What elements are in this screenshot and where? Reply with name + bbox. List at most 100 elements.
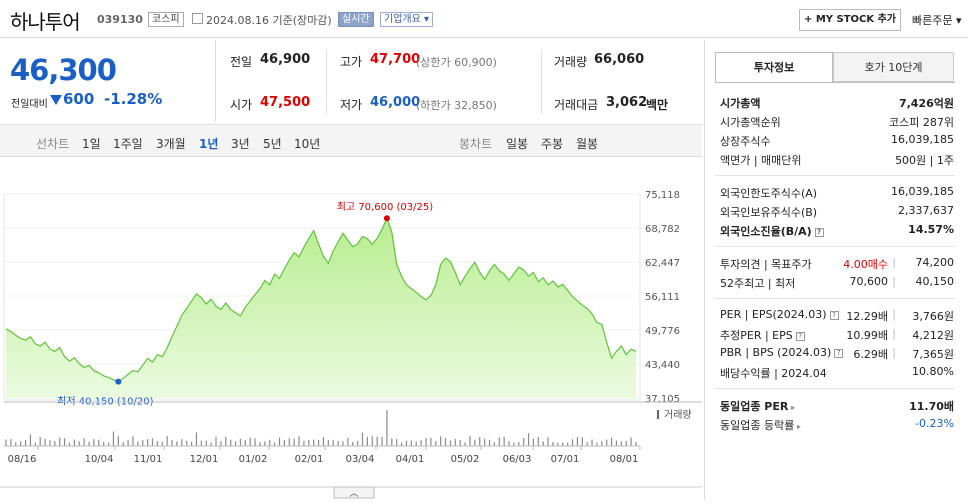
candle-monthly[interactable]: 월봉 bbox=[576, 137, 599, 151]
y-tick-label: 75,118 bbox=[645, 190, 680, 201]
volume-bar bbox=[298, 436, 300, 446]
price-change: 600 bbox=[63, 90, 95, 108]
volume-bar bbox=[474, 439, 476, 446]
chevron-up-icon: ︿ bbox=[349, 489, 358, 499]
volume-bar bbox=[186, 440, 188, 446]
info-row-label: 시가총액 bbox=[720, 97, 761, 110]
volume-bar bbox=[547, 437, 549, 446]
volume-bar bbox=[293, 438, 295, 446]
x-tick-label: 12/01 bbox=[190, 454, 219, 465]
volume-bar bbox=[488, 439, 491, 446]
current-price-box: 46,300 전일대비 600 -1.28% bbox=[0, 40, 216, 122]
volume-bar bbox=[581, 437, 583, 446]
period-bar: 선차트 1일 1주일 3개월 1년 3년 5년 10년 봉차트 일봉 주봉 월봉 bbox=[0, 124, 702, 157]
volume-bar bbox=[274, 442, 276, 446]
volume-bar bbox=[147, 439, 149, 446]
volume-bar bbox=[200, 440, 202, 446]
help-icon[interactable]: ? bbox=[834, 349, 844, 358]
info-row-label: 외국인소진율(B/A)? bbox=[720, 223, 824, 239]
x-tick-label: 06/03 bbox=[503, 454, 532, 465]
volume-bar bbox=[88, 441, 90, 446]
tab-investment-info[interactable]: 투자정보 bbox=[715, 52, 833, 82]
trade-amount-unit: 백만 bbox=[646, 98, 669, 112]
volume-bar bbox=[327, 439, 329, 446]
info-row-value-1: 4.00매수 bbox=[843, 258, 888, 271]
period-1d[interactable]: 1일 bbox=[82, 137, 101, 151]
help-icon[interactable]: ? bbox=[795, 332, 805, 341]
x-tick-label: 02/01 bbox=[295, 454, 324, 465]
volume-bar bbox=[347, 437, 349, 446]
volume-bar bbox=[366, 436, 368, 446]
volume-bar bbox=[586, 441, 588, 446]
volume-bar bbox=[620, 441, 622, 446]
quick-order-button[interactable]: 빠른주문 ▾ bbox=[912, 14, 962, 27]
y-tick-label: 62,447 bbox=[645, 258, 680, 269]
arrow-right-icon[interactable]: ▸ bbox=[788, 403, 796, 412]
volume-bar bbox=[552, 441, 554, 446]
info-row-value: 11.70배 bbox=[909, 400, 954, 413]
volume-bar bbox=[15, 442, 17, 446]
info-row: 외국인소진율(B/A)? 14.57% bbox=[720, 223, 954, 241]
info-row-value-2: 74,200 bbox=[915, 256, 955, 269]
y-tick-label: 43,440 bbox=[645, 360, 680, 371]
volume-bar bbox=[400, 442, 403, 446]
help-icon[interactable]: ? bbox=[829, 311, 839, 320]
period-1w[interactable]: 1주일 bbox=[113, 137, 143, 151]
corp-info-dropdown[interactable]: 기업개요 ▾ bbox=[380, 12, 433, 27]
volume-bar bbox=[435, 441, 437, 446]
period-1y[interactable]: 1년 bbox=[199, 137, 219, 151]
collapse-chart-button[interactable] bbox=[333, 486, 375, 499]
info-row-label: 액면가 | 매매단위 bbox=[720, 154, 802, 167]
candle-daily[interactable]: 일봉 bbox=[506, 137, 529, 151]
volume-bar bbox=[34, 442, 36, 446]
x-tick-label: 10/04 bbox=[85, 454, 114, 465]
volume-bar bbox=[391, 438, 393, 446]
volume-bar bbox=[557, 442, 559, 446]
help-icon[interactable]: ? bbox=[814, 228, 824, 237]
volume-bar bbox=[122, 442, 124, 446]
info-row: 시가총액순위 코스피 287위 bbox=[720, 114, 954, 132]
period-3m[interactable]: 3개월 bbox=[156, 137, 186, 151]
volume-bar bbox=[5, 439, 7, 446]
live-tag[interactable]: 실시간 bbox=[338, 12, 374, 27]
volume-bar bbox=[449, 440, 452, 446]
volume-bar bbox=[444, 437, 447, 446]
tab-order-book[interactable]: 호가 10단계 bbox=[833, 52, 954, 82]
period-10y[interactable]: 10년 bbox=[294, 137, 321, 151]
volume-bar bbox=[68, 442, 71, 446]
candle-weekly[interactable]: 주봉 bbox=[541, 137, 564, 151]
calendar-icon bbox=[192, 13, 203, 24]
volume-bar bbox=[527, 433, 530, 446]
volume-bar bbox=[239, 438, 242, 446]
low-price: 46,000 bbox=[370, 95, 421, 110]
info-row-value: 16,039,185 bbox=[891, 133, 954, 146]
volume-bar bbox=[288, 438, 290, 446]
volume-bar bbox=[181, 439, 183, 446]
volume-bar bbox=[606, 439, 608, 446]
info-row-value: 10.80% bbox=[912, 365, 954, 378]
volume-bar bbox=[151, 438, 154, 446]
volume-bar bbox=[264, 441, 266, 446]
base-date: 2024.08.16 기준(장마감) bbox=[206, 14, 332, 27]
volume-bar bbox=[176, 441, 178, 446]
quote-table: 전일 46,900 고가 47,700 (상한가 60,900) 거래량 66,… bbox=[216, 40, 702, 124]
arrow-right-icon[interactable]: ▸ bbox=[794, 422, 801, 431]
volume-bar bbox=[215, 436, 217, 446]
open-label: 시가 bbox=[230, 98, 253, 112]
add-my-stock-button[interactable]: + MY STOCK 추가 bbox=[799, 9, 901, 31]
volume-bar bbox=[64, 438, 66, 446]
high-point bbox=[383, 215, 390, 222]
info-row-value: 7,426억원 bbox=[898, 97, 954, 110]
price-chart[interactable]: 75,118 68,782 62,447 56,111 49,776 43,440 37,1… bbox=[0, 158, 702, 500]
volume-bar bbox=[112, 431, 115, 446]
volume-bar bbox=[352, 442, 354, 446]
info-row: 액면가 | 매매단위 500원 | 1주 bbox=[720, 152, 954, 170]
info-row-label: 추정PER | EPS? bbox=[720, 327, 805, 343]
period-5y[interactable]: 5년 bbox=[263, 137, 282, 151]
volume-bar bbox=[342, 441, 344, 446]
period-3y[interactable]: 3년 bbox=[231, 137, 250, 151]
x-tick-label: 08/16 bbox=[8, 454, 37, 465]
volume-bar bbox=[498, 437, 500, 446]
line-chart-label: 선차트 bbox=[36, 137, 70, 151]
x-tick-label: 08/01 bbox=[610, 454, 639, 465]
